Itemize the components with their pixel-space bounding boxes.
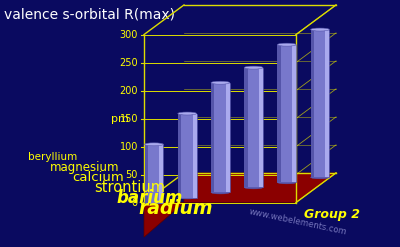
Text: magnesium: magnesium <box>50 161 120 174</box>
FancyBboxPatch shape <box>311 30 314 177</box>
Text: beryllium: beryllium <box>28 152 77 162</box>
Text: strontium: strontium <box>94 181 165 195</box>
FancyBboxPatch shape <box>278 45 296 182</box>
Text: 200: 200 <box>120 85 138 96</box>
Ellipse shape <box>211 81 230 84</box>
FancyBboxPatch shape <box>192 114 197 198</box>
Text: radium: radium <box>138 199 212 218</box>
Ellipse shape <box>145 201 164 204</box>
Text: 50: 50 <box>126 169 138 180</box>
Ellipse shape <box>311 176 330 179</box>
Text: 0: 0 <box>132 198 138 207</box>
FancyBboxPatch shape <box>145 144 148 203</box>
Ellipse shape <box>211 191 230 194</box>
FancyBboxPatch shape <box>159 144 164 203</box>
FancyBboxPatch shape <box>178 114 197 198</box>
FancyBboxPatch shape <box>292 45 296 182</box>
Ellipse shape <box>311 28 330 31</box>
Text: pm: pm <box>111 114 129 124</box>
Text: calcium: calcium <box>72 171 124 184</box>
FancyBboxPatch shape <box>244 68 263 187</box>
Ellipse shape <box>278 43 296 46</box>
Ellipse shape <box>178 112 197 115</box>
Text: barium: barium <box>116 189 182 207</box>
FancyBboxPatch shape <box>226 83 230 192</box>
Text: 150: 150 <box>120 114 138 124</box>
Ellipse shape <box>145 143 164 146</box>
FancyBboxPatch shape <box>325 30 330 177</box>
FancyBboxPatch shape <box>178 114 181 198</box>
Text: 100: 100 <box>120 142 138 152</box>
Ellipse shape <box>244 66 263 69</box>
Polygon shape <box>144 173 336 237</box>
Ellipse shape <box>278 181 296 184</box>
Text: 250: 250 <box>119 58 138 68</box>
FancyBboxPatch shape <box>311 30 330 177</box>
Ellipse shape <box>178 196 197 199</box>
FancyBboxPatch shape <box>244 68 248 187</box>
FancyBboxPatch shape <box>278 45 281 182</box>
Text: valence s-orbital R(max): valence s-orbital R(max) <box>4 7 175 21</box>
Ellipse shape <box>244 186 263 189</box>
Text: www.webelements.com: www.webelements.com <box>248 207 348 237</box>
Text: 300: 300 <box>120 30 138 40</box>
FancyBboxPatch shape <box>211 83 230 192</box>
FancyBboxPatch shape <box>259 68 263 187</box>
Text: Group 2: Group 2 <box>304 208 360 221</box>
FancyBboxPatch shape <box>211 83 214 192</box>
FancyBboxPatch shape <box>145 144 163 203</box>
